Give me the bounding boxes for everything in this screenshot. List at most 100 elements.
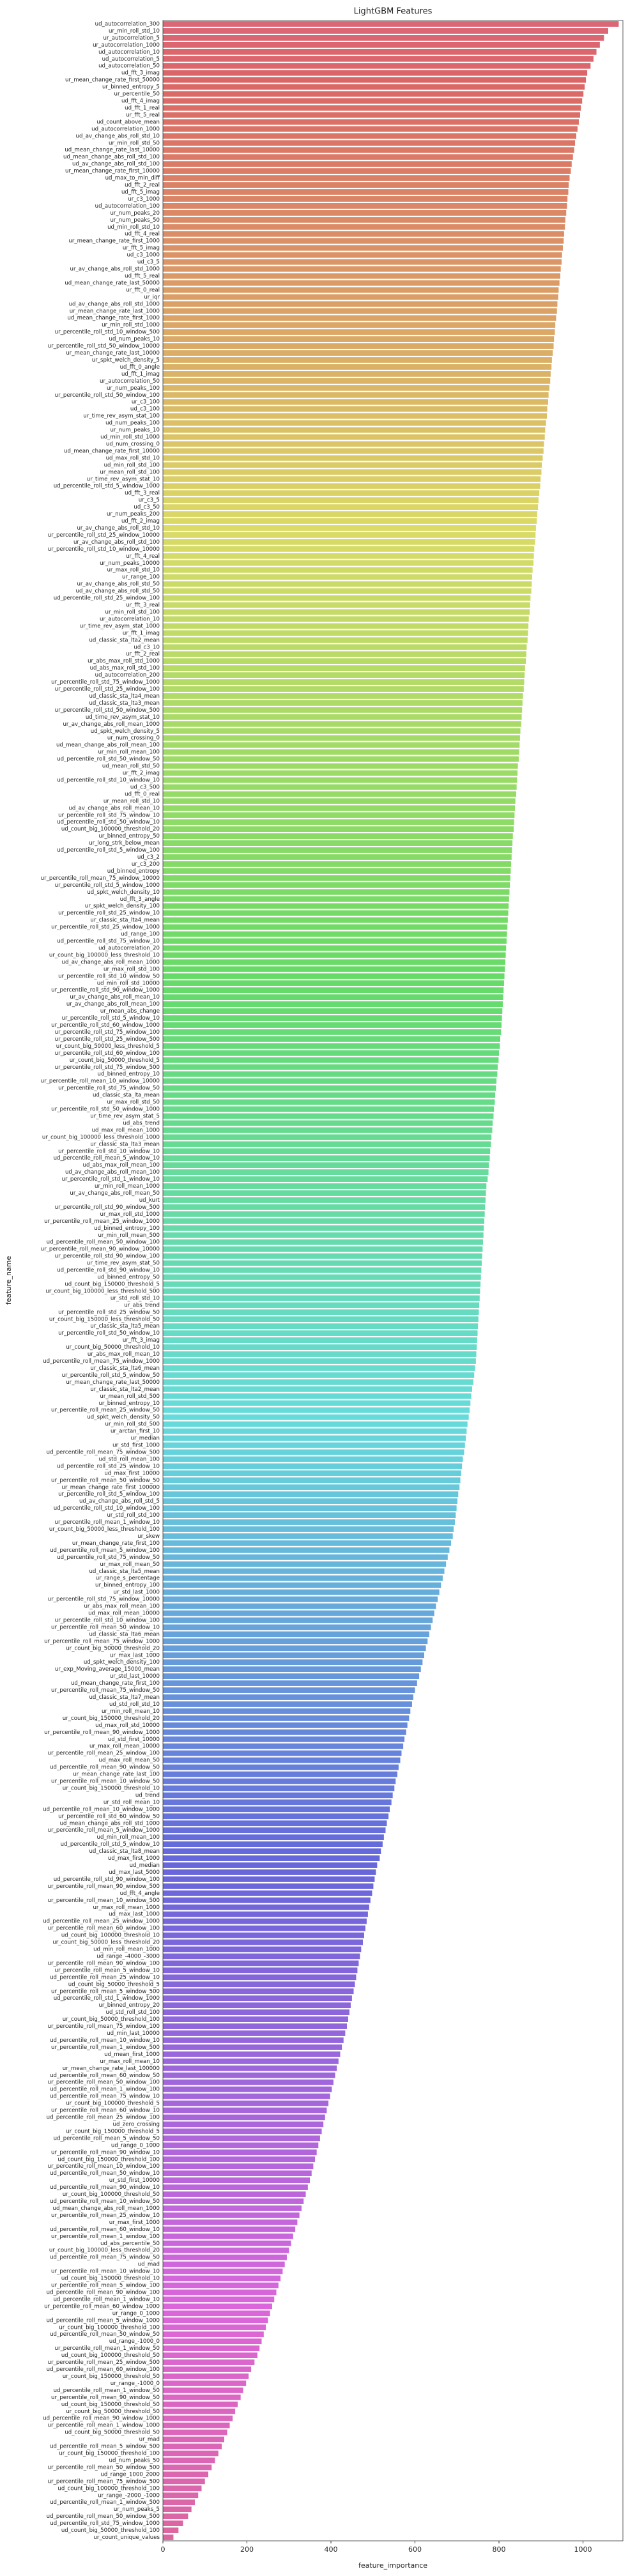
bar	[163, 497, 539, 503]
bar	[163, 1113, 494, 1119]
y-tick-label: ud_percentile_roll_std_75_window_50	[57, 1554, 160, 1561]
y-tick-label: ud_mean_change_rate_last_50000	[65, 280, 160, 286]
y-tick-label: ur_count_unique_values	[93, 2534, 160, 2541]
bar	[163, 2261, 285, 2267]
y-tick-label: ud_classic_sta_lta4_mean	[89, 693, 160, 700]
y-tick-label: ur_fft_3_imag	[123, 1337, 160, 1344]
bar	[163, 126, 578, 132]
y-tick-label: ur_count_big_150000_threshold_10	[63, 1785, 160, 1791]
bar	[163, 1890, 372, 1896]
bar	[163, 1834, 384, 1841]
bar	[163, 1085, 496, 1091]
y-tick-label: ur_percentile_roll_mean_60_window_1000	[44, 2303, 160, 2310]
bar	[163, 1995, 352, 2002]
y-tick-label: ur_std_last_10000	[110, 1673, 160, 1680]
y-tick-label: ur_percentile_50	[114, 91, 160, 98]
bar	[163, 1358, 476, 1364]
bar	[163, 2443, 222, 2450]
plot-frame	[162, 20, 624, 2542]
y-tick-label: ud_autocorrelation_200	[95, 672, 160, 678]
y-tick-label: ud_count_big_100000_threshold_10	[61, 1933, 160, 1939]
bar	[163, 1197, 486, 1203]
y-tick-label: ur_max_roll_std_100	[103, 966, 160, 972]
bar	[163, 2023, 347, 2029]
y-tick-label: ud_median	[130, 1862, 160, 1869]
y-tick-label: ur_percentile_roll_std_60_window_1000	[51, 1022, 160, 1029]
bar	[163, 56, 594, 62]
y-tick-label: ur_max_roll_mean_10	[100, 2058, 160, 2065]
y-tick-label: ur_fft_5_imag	[123, 245, 160, 252]
bar	[163, 2485, 202, 2492]
bar	[163, 938, 507, 944]
y-tick-label: ur_percentile_roll_mean_10_window_10	[51, 2269, 160, 2275]
bar	[163, 1694, 413, 1700]
y-tick-label: ud_percentile_roll_mean_5_window_10	[54, 1155, 160, 1162]
bar	[163, 427, 546, 433]
y-tick-label: ur_time_rev_asym_stat_10	[87, 476, 160, 482]
bar	[163, 259, 562, 265]
bar	[163, 1876, 375, 1882]
bar	[163, 2282, 279, 2288]
bar	[163, 1575, 443, 1581]
bar	[163, 49, 597, 55]
y-tick-label: ur_fft_2_real	[126, 651, 160, 657]
y-tick-label: ud_autocorrelation_50	[98, 63, 160, 70]
y-tick-label: ur_percentile_roll_mean_10_window_500	[48, 1897, 160, 1904]
bar	[163, 854, 512, 860]
bar	[163, 1169, 489, 1176]
bar	[163, 2513, 188, 2520]
bar	[163, 1316, 479, 1322]
bar	[163, 2135, 320, 2142]
y-tick-label: ur_percentile_roll_mean_75_window_50	[51, 1687, 160, 1694]
bar	[163, 2009, 349, 2016]
y-tick-label: ur_percentile_roll_mean_25_window_500	[48, 2359, 160, 2366]
x-tick-label: 200	[240, 2545, 254, 2554]
y-tick-label: ur_time_rev_asym_stat_5	[90, 1113, 160, 1119]
y-tick-label: ur_autocorrelation_10	[100, 616, 160, 622]
bar	[163, 1750, 402, 1756]
bar	[163, 1491, 459, 1498]
bar	[163, 952, 506, 958]
bar	[163, 1134, 492, 1140]
bar	[163, 1470, 461, 1476]
y-tick-label: ur_max_roll_std_1000	[100, 1211, 160, 1218]
y-tick-label: ur_std_roll_mean_10	[103, 1799, 160, 1805]
bar	[163, 1680, 417, 1686]
y-tick-label: ur_arctan_first_10	[111, 1429, 160, 1435]
bar	[163, 1603, 436, 1609]
bar	[163, 2170, 312, 2177]
bar	[163, 2534, 174, 2540]
y-tick-label: ud_count_big_150000_threshold_10	[61, 2276, 160, 2282]
bar	[163, 1939, 363, 1945]
y-tick-label: ur_num_peaks_100	[107, 385, 160, 392]
bar	[163, 2156, 316, 2163]
bar	[163, 448, 544, 454]
y-tick-label: ur_percentile_roll_std_50_window_10	[58, 1330, 160, 1337]
y-tick-label: ur_percentile_roll_mean_75_window_1000	[44, 1638, 160, 1644]
y-tick-label: ur_percentile_roll_std_1_window_10	[62, 1176, 160, 1183]
bar	[163, 2163, 314, 2170]
y-tick-label: ur_mean_roll_std_500	[100, 1393, 160, 1400]
y-tick-label: ud_count_big_100000_threshold_100	[57, 2485, 160, 2492]
y-tick-label: ur_count_big_150000_threshold_100	[59, 2451, 160, 2457]
y-tick-label: ud_percentile_roll_mean_10_window_50	[50, 2198, 160, 2205]
bar	[163, 1176, 488, 1182]
bar	[163, 2527, 179, 2533]
y-tick-label: ur_percentile_roll_mean_1_window_10	[55, 1519, 160, 1526]
y-tick-label: ud_percentile_roll_mean_60_window_50	[50, 2073, 160, 2079]
bar	[163, 2058, 339, 2064]
y-tick-label: ud_percentile_roll_mean_5_window_500	[50, 2444, 160, 2450]
bar	[163, 2114, 325, 2120]
bar	[163, 693, 523, 699]
y-tick-label: ur_percentile_roll_std_10_window_50	[58, 973, 160, 979]
bar	[163, 238, 564, 244]
bar	[163, 2037, 344, 2043]
bar	[163, 1645, 426, 1652]
y-tick-label: ud_max_first_1000	[108, 1855, 160, 1862]
bar	[163, 658, 526, 664]
bar	[163, 1449, 464, 1455]
y-tick-label: ud_percentile_roll_mean_25_window_100	[47, 2115, 160, 2121]
bar	[163, 315, 556, 321]
y-tick-label: ud_classic_sta_lta7_mean	[89, 1694, 160, 1701]
y-tick-label: ur_count_big_50000_less_threshold_20	[52, 1940, 160, 1946]
